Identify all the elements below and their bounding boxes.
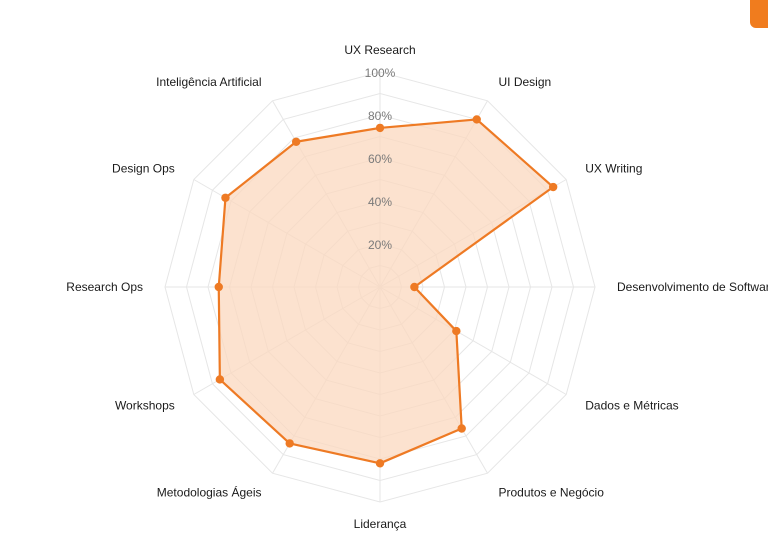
category-label: Research Ops [66, 280, 143, 294]
radar-series-area [214, 115, 558, 468]
data-point[interactable] [410, 282, 419, 292]
data-point[interactable] [291, 137, 301, 146]
data-point[interactable] [215, 375, 225, 384]
tick-label: 60% [368, 152, 392, 166]
tick-label: 40% [368, 195, 392, 209]
corner-tab-button[interactable] [750, 0, 768, 28]
data-point[interactable] [285, 439, 294, 448]
category-label: UX Research [344, 43, 415, 57]
category-label: Workshops [115, 399, 175, 413]
data-point[interactable] [472, 115, 481, 124]
series-polygon [217, 118, 555, 465]
data-point[interactable] [214, 282, 223, 292]
category-label: UX Writing [585, 162, 642, 176]
radial-tick-labels: 20% 40% 60% 80% 100% [365, 66, 396, 252]
data-point[interactable] [221, 193, 230, 202]
category-label: Liderança [354, 517, 407, 531]
data-point[interactable] [375, 459, 385, 468]
tick-label: 80% [368, 109, 392, 123]
tick-label: 20% [368, 238, 392, 252]
tick-label: 100% [365, 66, 396, 80]
data-point[interactable] [452, 326, 461, 336]
category-label: Inteligência Artificial [156, 75, 261, 89]
data-point[interactable] [548, 182, 558, 192]
data-point[interactable] [375, 123, 385, 133]
category-label: Produtos e Negócio [499, 485, 605, 499]
category-label: Desenvolvimento de Software [617, 280, 768, 294]
category-label: Metodologias Ágeis [157, 484, 262, 499]
category-label: Dados e Métricas [585, 399, 678, 413]
category-label: Design Ops [112, 162, 175, 176]
category-label: UI Design [499, 75, 552, 89]
data-point[interactable] [457, 424, 466, 433]
category-labels: UX Research UI Design UX Writing Desenvolvi… [66, 43, 768, 531]
